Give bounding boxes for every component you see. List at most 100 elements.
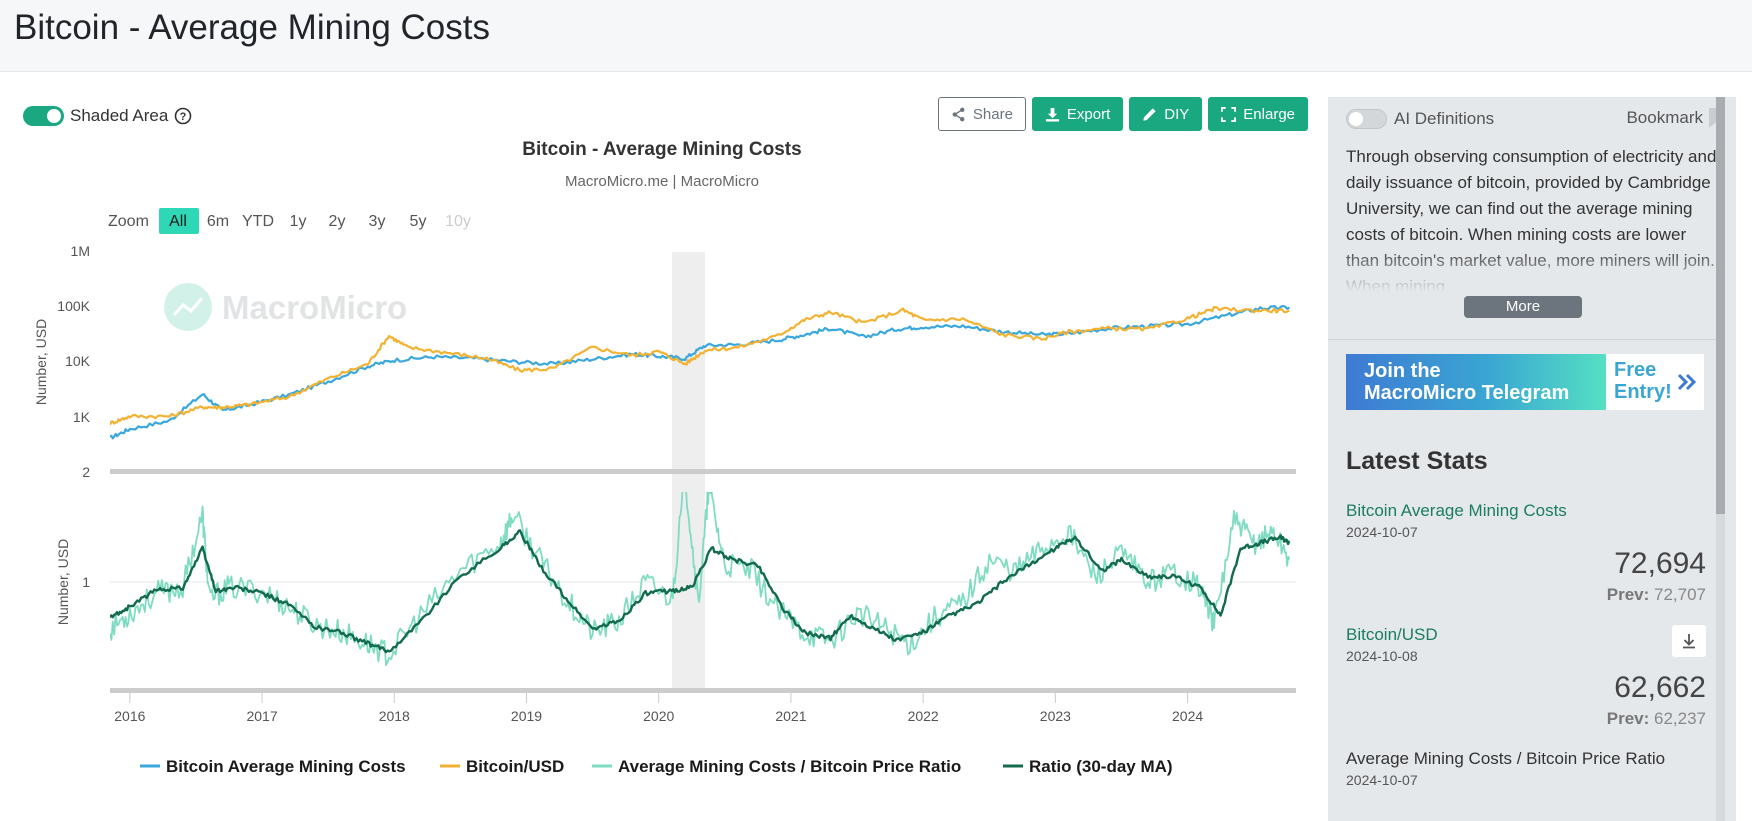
svg-text:6m: 6m	[207, 213, 229, 230]
chart-toolbar: Share Export DIY Enlarge	[937, 97, 1308, 131]
zoom-option-1y[interactable]: 1y	[290, 213, 307, 230]
share-label: Share	[972, 105, 1013, 123]
shaded-area-switch[interactable]	[23, 106, 64, 126]
legend-item[interactable]: Average Mining Costs / Bitcoin Price Rat…	[592, 757, 961, 776]
download-data-button[interactable]	[1672, 625, 1706, 657]
bookmark-label: Bookmark	[1626, 108, 1703, 127]
svg-text:Ratio (30-day MA): Ratio (30-day MA)	[1029, 757, 1173, 776]
zoom-option-all[interactable]: All	[159, 208, 199, 234]
more-button[interactable]: More	[1464, 296, 1582, 318]
legend-item[interactable]: Bitcoin/USD	[440, 757, 564, 776]
chart-title: Bitcoin - Average Mining Costs	[522, 139, 801, 160]
page-title: Bitcoin - Average Mining Costs	[14, 8, 490, 47]
diy-label: DIY	[1164, 105, 1190, 123]
telegram-line2: MacroMicro Telegram	[1364, 382, 1570, 404]
expand-icon	[1221, 106, 1237, 122]
x-tick-label: 2020	[643, 708, 674, 724]
divider	[1328, 339, 1716, 340]
stat-date: 2024-10-07	[1346, 524, 1418, 540]
stat-value: 62,662	[1614, 671, 1706, 704]
share-icon	[952, 107, 965, 121]
ai-definitions-row: AI Definitions Bookmark	[1346, 108, 1726, 132]
double-chevron-right-icon	[1677, 373, 1697, 391]
stat-card: Bitcoin Average Mining Costs 2024-10-07 …	[1346, 501, 1706, 611]
ai-definitions-label: AI Definitions	[1394, 109, 1495, 128]
zoom-option-ytd[interactable]: YTD	[242, 213, 274, 230]
stat-date: 2024-10-08	[1346, 648, 1418, 664]
enlarge-button[interactable]: Enlarge	[1208, 97, 1308, 131]
free-entry-line1: Free	[1614, 359, 1657, 381]
zoom-option-2y[interactable]: 2y	[329, 213, 346, 230]
svg-text:2y: 2y	[329, 213, 346, 230]
download-icon	[1045, 107, 1059, 122]
y-tick: 1K	[73, 409, 91, 425]
series-line-ratio-30d-ma	[110, 529, 1291, 654]
stat-prev: Prev: 62,237	[1606, 709, 1706, 728]
zoom-buttons: All 6m YTD 1y 2y 3y 5y 10y	[159, 208, 471, 234]
stat-value: 72,694	[1614, 547, 1706, 580]
chart-panel: MacroMicro Bitcoin - Average Mining Cost…	[0, 72, 1320, 821]
shaded-area-toggle[interactable]: Shaded Area ?	[23, 106, 192, 126]
x-tick-label: 2017	[246, 708, 277, 724]
share-button[interactable]: Share	[937, 97, 1026, 131]
export-button[interactable]: Export	[1031, 97, 1124, 131]
zoom-option-6m[interactable]: 6m	[207, 213, 229, 230]
telegram-line1: Join the	[1364, 360, 1441, 382]
series-line-ratio	[110, 492, 1291, 666]
shaded-area-label: Shaded Area	[70, 106, 169, 125]
macromicro-watermark: MacroMicro	[164, 283, 407, 331]
watermark-text: MacroMicro	[222, 289, 407, 326]
y-tick: 1	[82, 574, 90, 590]
chart-canvas: MacroMicro Bitcoin - Average Mining Cost…	[33, 139, 1296, 776]
zoom-option-10y[interactable]: 10y	[445, 213, 471, 230]
stat-name-link[interactable]: Bitcoin Average Mining Costs	[1346, 501, 1567, 520]
stat-card: Average Mining Costs / Bitcoin Price Rat…	[1346, 749, 1706, 821]
legend-item[interactable]: Bitcoin Average Mining Costs	[140, 757, 406, 776]
zoom-option-5y[interactable]: 5y	[410, 213, 427, 230]
svg-text:10y: 10y	[445, 213, 471, 230]
x-tick-label: 2019	[511, 708, 542, 724]
x-tick-label: 2023	[1040, 708, 1071, 724]
export-label: Export	[1066, 105, 1111, 123]
y-axis-label-bottom: Number, USD	[55, 539, 71, 625]
chart-subtitle: MacroMicro.me | MacroMicro	[565, 173, 759, 190]
series-line-bitcoin-price	[110, 306, 1290, 426]
stat-card: Bitcoin/USD 2024-10-08 62,662 Prev: 62,2…	[1346, 625, 1706, 735]
download-icon	[1683, 634, 1695, 649]
diy-button[interactable]: DIY	[1129, 97, 1203, 131]
bookmark-button[interactable]: Bookmark	[1626, 108, 1723, 128]
stat-name-link[interactable]: Bitcoin/USD	[1346, 625, 1438, 644]
y-tick: 10K	[65, 353, 91, 369]
enlarge-label: Enlarge	[1243, 105, 1295, 123]
svg-text:Average Mining Costs / Bitcoin: Average Mining Costs / Bitcoin Price Rat…	[618, 757, 961, 776]
page-header: Bitcoin - Average Mining Costs	[0, 0, 1752, 72]
stat-date: 2024-10-07	[1346, 772, 1418, 788]
svg-text:All: All	[169, 213, 187, 230]
y-tick: 1M	[71, 243, 90, 259]
ai-definitions-switch[interactable]	[1346, 109, 1387, 129]
x-tick-label: 2021	[775, 708, 806, 724]
svg-text:1y: 1y	[290, 213, 307, 230]
legend-item[interactable]: Ratio (30-day MA)	[1003, 757, 1173, 776]
pencil-icon	[1143, 107, 1156, 121]
svg-text:Bitcoin/USD: Bitcoin/USD	[466, 757, 564, 776]
sidebar: AI Definitions Bookmark Through observin…	[1328, 97, 1736, 821]
panel-separator	[110, 688, 1296, 693]
y-tick: 100K	[57, 298, 90, 314]
y-axis-label-top: Number, USD	[33, 319, 49, 405]
telegram-banner[interactable]: Join the MacroMicro Telegram Free Entry!	[1346, 354, 1704, 410]
help-icon[interactable]: ?	[174, 107, 192, 125]
svg-text:Bitcoin Average Mining Costs: Bitcoin Average Mining Costs	[166, 757, 406, 776]
x-tick-label: 2018	[379, 708, 410, 724]
x-tick-label: 2024	[1172, 708, 1203, 724]
latest-stats-title: Latest Stats	[1346, 447, 1488, 475]
x-tick-label: 2022	[908, 708, 939, 724]
svg-text:YTD: YTD	[242, 213, 274, 230]
x-tick-label: 2016	[114, 708, 145, 724]
scrollbar-thumb[interactable]	[1716, 97, 1725, 514]
stat-name-link[interactable]: Average Mining Costs / Bitcoin Price Rat…	[1346, 749, 1666, 768]
y-tick: 2	[82, 464, 90, 480]
svg-text:3y: 3y	[369, 213, 386, 230]
zoom-option-3y[interactable]: 3y	[369, 213, 386, 230]
svg-text:5y: 5y	[410, 213, 427, 230]
